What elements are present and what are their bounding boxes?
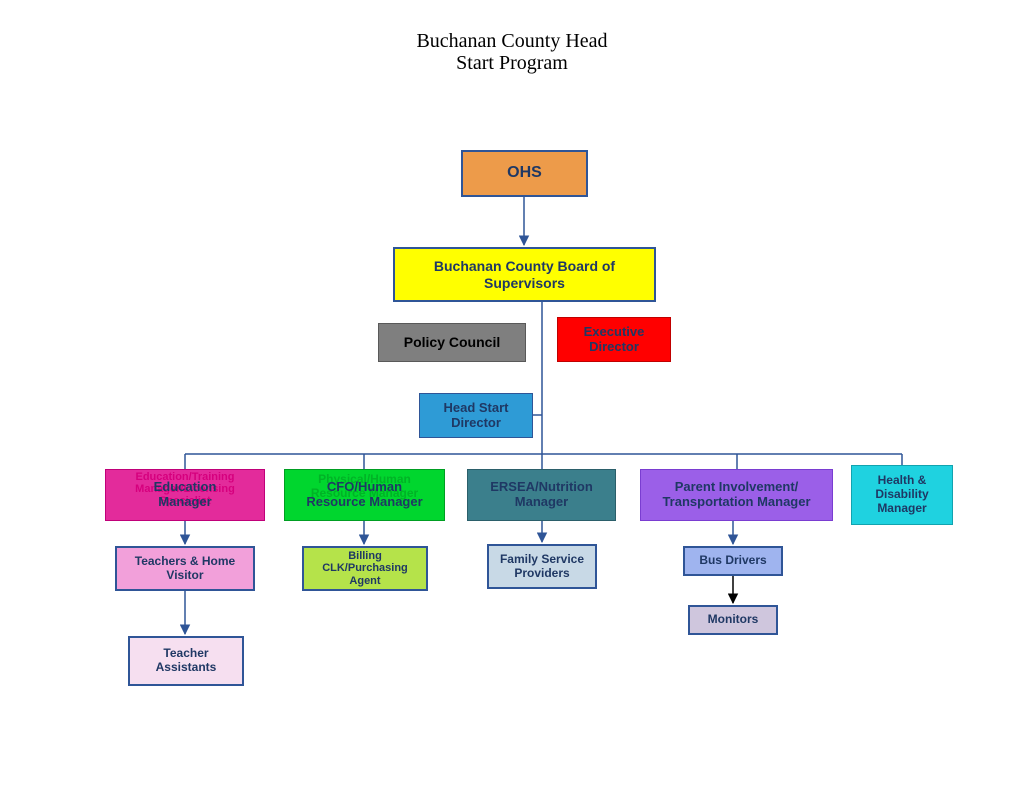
node-ohs: OHS (461, 150, 588, 197)
node-label: Head StartDirector (443, 401, 508, 431)
node-label: Policy Council (404, 334, 500, 350)
node-bus-drivers: Bus Drivers (683, 546, 783, 576)
chart-title-line2: Start Program (0, 52, 1024, 75)
node-label: Buchanan County Board ofSupervisors (434, 258, 615, 290)
node-label: Bus Drivers (699, 554, 766, 568)
node-cfo-hr-manager: Physical/HumanResource Manager CFO/Human… (284, 469, 445, 521)
node-teachers-home-visitor: Teachers & HomeVisitor (115, 546, 255, 591)
node-family-service-providers: Family ServiceProviders (487, 544, 597, 589)
node-policy-council: Policy Council (378, 323, 526, 362)
node-label: Teachers & HomeVisitor (135, 555, 235, 583)
node-label: Monitors (708, 613, 759, 627)
node-label: OHS (507, 164, 542, 182)
node-label: Billing CLK/PurchasingAgent (306, 550, 424, 588)
node-billing-purchasing-agent: Billing CLK/PurchasingAgent (302, 546, 428, 591)
node-ersea-nutrition-manager: ERSEA/NutritionManager (467, 469, 616, 521)
node-label: TeacherAssistants (156, 647, 217, 675)
node-health-disability-manager: Health &DisabilityManager (851, 465, 953, 525)
node-label: ERSEA/NutritionManager (490, 480, 593, 510)
node-head-start-director: Head StartDirector (419, 393, 533, 438)
node-executive-director: ExecutiveDirector (557, 317, 671, 362)
node-parent-transportation-manager: Parent Involvement/Transportation Manage… (640, 469, 833, 521)
node-label: Parent Involvement/Transportation Manage… (662, 480, 810, 510)
node-board-supervisors: Buchanan County Board ofSupervisors (393, 247, 656, 302)
node-label: ExecutiveDirector (584, 325, 645, 355)
node-label: Family ServiceProviders (500, 553, 584, 581)
chart-title-line1: Buchanan County Head (0, 30, 1024, 53)
node-education-manager: Education/TrainingManager/LicensingSpeci… (105, 469, 265, 521)
node-label: Health &DisabilityManager (875, 474, 928, 515)
node-label: EducationManager (154, 480, 217, 510)
node-label: CFO/HumanResource Manager (306, 480, 422, 510)
org-chart-canvas: Buchanan County Head Start Program (0, 0, 1024, 791)
node-teacher-assistants: TeacherAssistants (128, 636, 244, 686)
node-monitors: Monitors (688, 605, 778, 635)
